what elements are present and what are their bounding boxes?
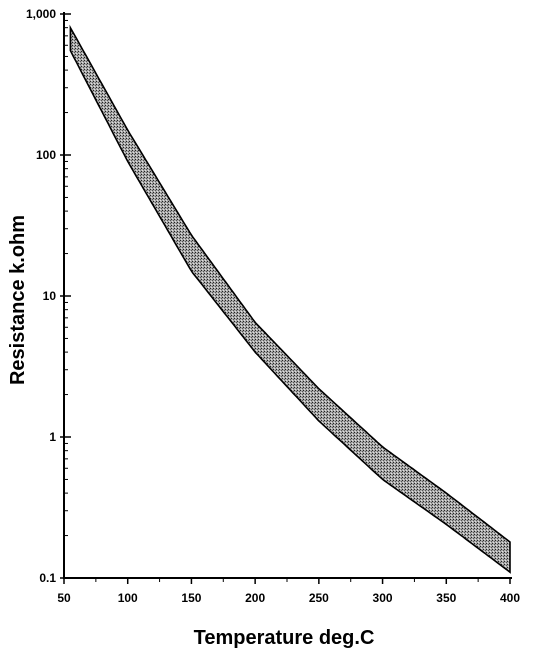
x-tick-label: 300	[373, 591, 393, 605]
y-axis-ticks: 0.1 1 10 100 1,000	[26, 7, 71, 585]
x-axis-title: Temperature deg.C	[194, 627, 375, 649]
x-axis-ticks: 50 100 150 200 250 300 350 400	[57, 578, 520, 605]
y-tick-label: 1	[49, 430, 56, 444]
x-tick-label: 100	[118, 591, 138, 605]
x-tick-label: 250	[309, 591, 329, 605]
y-tick-label: 100	[36, 148, 56, 162]
x-tick-label: 400	[500, 591, 520, 605]
x-tick-label: 150	[181, 591, 201, 605]
x-tick-label: 350	[436, 591, 456, 605]
y-tick-label: 10	[43, 289, 57, 303]
y-tick-label: 0.1	[39, 571, 56, 585]
x-tick-label: 50	[57, 591, 71, 605]
y-axis-title: Resistance k.ohm	[7, 215, 29, 385]
band-area	[69, 24, 511, 574]
x-tick-label: 200	[245, 591, 265, 605]
y-tick-label: 1,000	[26, 7, 56, 21]
resistance-band	[69, 24, 511, 574]
